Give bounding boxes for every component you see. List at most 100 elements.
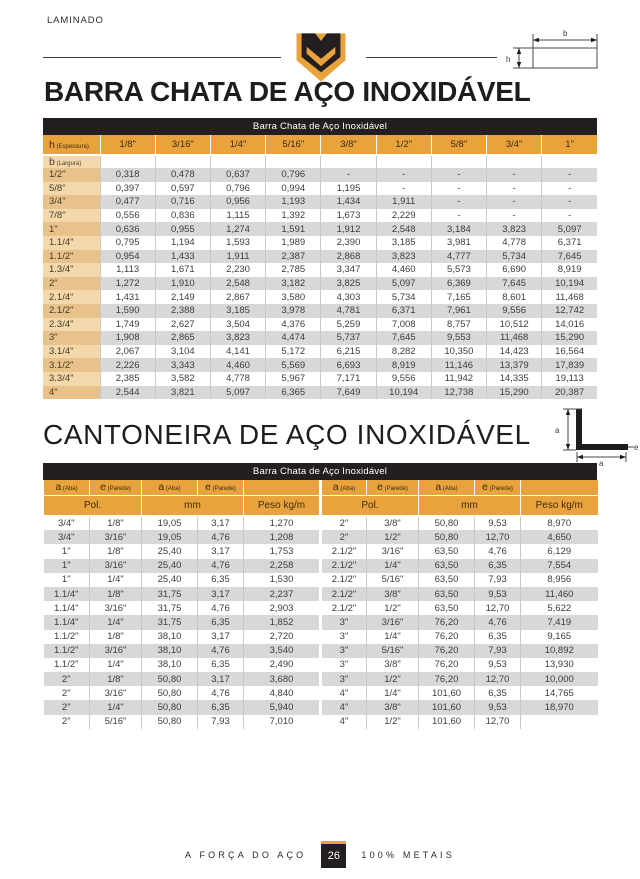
column-header: 5/16" [265, 135, 321, 156]
page-footer: A FORÇA DO AÇO 26 100% METAIS [0, 841, 640, 868]
column-header: a (Aba) [43, 480, 90, 495]
value-cell: 4,460 [375, 263, 432, 277]
table2-title-bar: Barra Chata de Aço Inoxidável [43, 463, 597, 480]
value-cell: 25,40 [141, 558, 198, 573]
table-row: 1.1/4" 1/8" 31,75 3,17 2,237 2.1/2" 3/8" 63,50 9… [43, 586, 598, 602]
table-row: 1.1/2" 1/4" 38,10 6,35 2,490 3" 3/8" 76,20 9,53 1… [43, 657, 598, 673]
table-row: 1.1/4" 3/16" 31,75 4,76 2,903 2.1/2" 1/2" 63,50… [43, 601, 598, 616]
value-cell: 1/8" [89, 586, 142, 602]
value-cell: 50,80 [418, 516, 475, 531]
row-col-subheader: b (Largura) [43, 155, 100, 168]
value-cell: 3,17 [197, 586, 244, 602]
value-cell: 2" [319, 530, 367, 545]
row-label: 3.1/2" [43, 358, 100, 372]
value-cell: 3" [319, 643, 367, 658]
value-cell: 1,590 [99, 303, 156, 318]
header-main-label: b [49, 156, 55, 168]
value-cell: 3/16" [89, 601, 142, 616]
value-cell: 7,008 [375, 317, 432, 332]
value-cell: 13,930 [520, 657, 598, 673]
value-cell: 2,237 [243, 586, 321, 602]
value-cell: 76,20 [418, 643, 475, 658]
header-rule-left [43, 57, 281, 58]
value-cell: 2,388 [154, 303, 211, 318]
value-cell: 3/16" [89, 530, 142, 545]
value-cell: 7,171 [320, 371, 377, 386]
value-cell: 5,259 [320, 317, 377, 332]
table-row: 3/4" 3/16" 19,05 4,76 1,208 2" 1/2" 50,80 12,70 4… [43, 530, 598, 545]
value-cell: 0,716 [154, 195, 211, 209]
value-cell: 2" [43, 686, 90, 701]
value-cell: 3/4" [43, 530, 90, 545]
value-cell: 1.1/4" [43, 601, 90, 616]
angle-dimension-diagram: a a e [555, 408, 638, 466]
table-row: 2" 1/8" 50,80 3,17 3,680 3" 1/2" 76,20 12,70 10,0… [43, 672, 598, 687]
value-cell: 0,397 [99, 181, 156, 196]
value-cell: 1,593 [209, 235, 266, 250]
value-cell: 4,141 [209, 344, 266, 359]
value-cell: 76,20 [418, 672, 475, 687]
header-main-label: e [482, 481, 488, 494]
value-cell: 1/4" [89, 657, 142, 673]
value-cell: 0,796 [209, 181, 266, 196]
value-cell: 50,80 [141, 700, 198, 715]
value-cell: 63,50 [418, 586, 475, 602]
table-row: 2.1/2" 1,590 2,388 3,185 3,978 4,781 6,371 7,96… [43, 303, 597, 318]
empty-cell [541, 155, 597, 168]
value-cell: 1/2" [366, 530, 419, 545]
row-label: 4" [43, 385, 100, 400]
value-cell: 1/4" [366, 629, 419, 644]
value-cell: - [430, 208, 487, 223]
value-cell: 15,290 [486, 385, 542, 400]
header-sub-label: (Parede) [105, 486, 131, 493]
value-cell: 1,392 [265, 208, 321, 223]
row-label: 3/4" [43, 195, 100, 209]
table-row: 3/4" 1/8" 19,05 3,17 1,270 2" 3/8" 50,80 9,53 8,9… [43, 516, 598, 531]
value-cell: 4,76 [197, 686, 244, 701]
value-cell: 2,548 [209, 276, 266, 291]
value-cell: 3/16" [89, 558, 142, 573]
value-cell: 4,303 [320, 290, 377, 304]
value-cell: 1,911 [209, 249, 266, 264]
value-cell: 2.1/2" [319, 601, 367, 616]
value-cell: 10,350 [430, 344, 487, 359]
column-header: a (Aba) [418, 480, 475, 495]
header-main-label: e [377, 481, 383, 494]
value-cell: 3,981 [430, 235, 487, 250]
value-cell: - [430, 195, 487, 209]
value-cell: 3,825 [320, 276, 377, 291]
value-cell: 3/16" [366, 615, 419, 630]
row-label: 5/8" [43, 181, 100, 196]
value-cell: - [375, 181, 432, 196]
value-cell: 16,564 [541, 344, 597, 359]
value-cell: 9,553 [430, 331, 487, 345]
value-cell: 2,226 [99, 358, 156, 372]
value-cell: 5,737 [320, 331, 377, 345]
value-cell: 19,05 [141, 530, 198, 545]
value-cell: 9,556 [486, 303, 542, 318]
value-cell: 1" [43, 558, 90, 573]
value-cell: 6,35 [197, 657, 244, 673]
value-cell: 6,365 [265, 385, 321, 400]
value-cell: 4,460 [209, 358, 266, 372]
value-cell: 11,942 [430, 371, 487, 386]
value-cell: 31,75 [141, 601, 198, 616]
value-cell: 0,955 [154, 222, 211, 236]
value-cell: - [320, 168, 377, 182]
value-cell: 5,940 [243, 700, 321, 715]
value-cell: 1,989 [265, 235, 321, 250]
value-cell: 6,690 [486, 263, 542, 277]
value-cell: 9,556 [375, 371, 432, 386]
value-cell: 0,636 [99, 222, 156, 236]
value-cell: 2,385 [99, 371, 156, 386]
value-cell: 25,40 [141, 544, 198, 559]
value-cell: 5,097 [209, 385, 266, 400]
value-cell: 8,282 [375, 344, 432, 359]
header-rule-right [366, 57, 497, 58]
flat-bar-dimension-diagram: b h [506, 29, 598, 69]
table-row: 1/2" 0,318 0,478 0,637 0,796- - - - - [43, 168, 597, 182]
value-cell: 6,35 [474, 558, 521, 573]
value-cell: 63,50 [418, 544, 475, 559]
value-cell: 3,504 [209, 317, 266, 332]
value-cell: 1/2" [366, 672, 419, 687]
